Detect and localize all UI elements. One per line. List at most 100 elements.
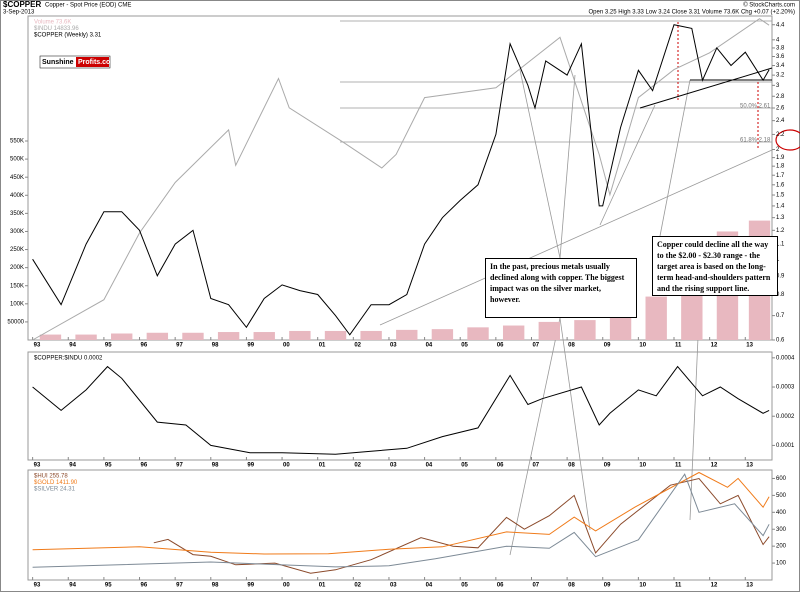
x-tick-label: 96: [141, 463, 148, 469]
credit: © StockCharts.com: [743, 2, 795, 9]
y-tick-label: 1.5: [776, 193, 785, 199]
x-tick-label: 09: [604, 583, 611, 589]
x-tick-label: 08: [568, 463, 575, 469]
logo-badge: [76, 57, 109, 67]
x-tick-label: 13: [746, 343, 753, 349]
y-tick-label: 3.4: [776, 63, 785, 69]
y-tick-label: 4: [776, 37, 780, 43]
x-tick-label: 98: [212, 343, 219, 349]
y2-tick-label: 250K: [10, 247, 24, 253]
x-tick-label: 00: [283, 583, 290, 589]
x-tick-label: 10: [639, 343, 646, 349]
y-tick-label: 0.0002: [776, 414, 795, 420]
x-tick-label: 05: [461, 343, 468, 349]
x-tick-label: 09: [604, 343, 611, 349]
volume-bar: [609, 311, 632, 340]
x-tick-label: 97: [176, 463, 183, 469]
x-tick-label: 96: [141, 343, 148, 349]
x-tick-label: 11: [675, 343, 682, 349]
x-tick-label: 12: [711, 343, 718, 349]
volume-bar: [431, 329, 454, 340]
y2-tick-label: 50000: [7, 319, 24, 325]
x-tick-label: 03: [390, 583, 397, 589]
legend-entry: $GOLD 1411.90: [34, 480, 78, 486]
legend-entry: $SILVER 24.31: [34, 487, 76, 493]
y2-tick-label: 400K: [10, 193, 24, 199]
fib-label: 61.8% 2.18: [740, 138, 771, 144]
x-tick-label: 01: [319, 343, 326, 349]
x-tick-label: 01: [319, 463, 326, 469]
legend-entry: $HUI 255.78: [34, 474, 68, 480]
y2-tick-label: 350K: [10, 211, 24, 217]
legend-entry: Volume 73.6K: [34, 20, 71, 26]
x-tick-label: 96: [141, 583, 148, 589]
y-tick-label: 1.1: [776, 242, 785, 248]
y-tick-label: 2.2: [776, 132, 785, 138]
y-tick-label: 3.2: [776, 73, 785, 79]
series-line: [32, 471, 770, 555]
y-tick-label: 3.8: [776, 46, 785, 52]
x-tick-label: 02: [354, 343, 361, 349]
volume-bar: [502, 325, 525, 340]
logo: Sunshine: [42, 59, 74, 66]
series-line: [153, 477, 770, 574]
x-tick-label: 98: [212, 463, 219, 469]
target-lines: [677, 22, 759, 150]
series-line: [32, 24, 770, 336]
x-tick-label: 95: [105, 463, 112, 469]
annotation-box: In the past, precious metals usually dec…: [485, 258, 637, 318]
y2-tick-label: 450K: [10, 175, 24, 181]
y-tick-label: 1.3: [776, 215, 785, 221]
y2-tick-label: 550K: [10, 139, 24, 145]
x-tick-label: 09: [604, 463, 611, 469]
y-tick-label: 2.6: [776, 106, 785, 112]
x-tick-label: 93: [34, 463, 41, 469]
x-tick-label: 10: [639, 583, 646, 589]
volume-bar: [289, 330, 311, 340]
volume-bar: [75, 334, 97, 340]
y-tick-label: 1.4: [776, 204, 785, 210]
x-tick-label: 97: [176, 343, 183, 349]
x-tick-label: 04: [426, 583, 433, 589]
y-tick-label: 400: [776, 510, 787, 516]
annotation-lines: [340, 20, 773, 556]
x-tick-label: 12: [711, 583, 718, 589]
series-line: [32, 365, 770, 455]
x-tick-label: 02: [354, 583, 361, 589]
volume-bar: [146, 332, 169, 340]
fib-label: 50.0% 2.61: [740, 104, 771, 110]
x-tick-label: 94: [69, 583, 76, 589]
x-tick-label: 12: [711, 463, 718, 469]
x-tick-label: 07: [532, 343, 539, 349]
y-tick-label: 0.0001: [776, 443, 795, 449]
x-tick-label: 08: [568, 343, 575, 349]
y2-tick-label: 100K: [10, 301, 24, 307]
x-tick-label: 06: [497, 463, 504, 469]
volume-bar: [645, 296, 667, 340]
target-circle: [775, 129, 800, 151]
x-tick-label: 99: [247, 463, 254, 469]
x-tick-label: 03: [390, 463, 397, 469]
y-tick-label: 4.4: [776, 22, 785, 28]
y2-tick-label: 200K: [10, 265, 24, 271]
logo: Profits.com: [78, 59, 117, 66]
series-line: [32, 18, 770, 341]
x-tick-label: 95: [105, 343, 112, 349]
x-tick-label: 04: [426, 463, 433, 469]
x-tick-label: 00: [283, 343, 290, 349]
x-tick-label: 99: [247, 583, 254, 589]
y-tick-label: 0.8: [776, 292, 785, 298]
x-tick-label: 01: [319, 583, 326, 589]
y-tick-label: 1: [776, 257, 780, 263]
y-tick-label: 1.6: [776, 182, 785, 188]
y-tick-label: 500: [776, 493, 787, 499]
legend-entry: $INDU 14833.96: [34, 26, 79, 32]
x-tick-label: 94: [69, 463, 76, 469]
x-tick-label: 95: [105, 583, 112, 589]
y2-tick-label: 150K: [10, 283, 24, 289]
y-tick-label: 2.8: [776, 94, 785, 100]
y-tick-label: 1.9: [776, 155, 785, 161]
y-tick-label: 200: [776, 544, 787, 550]
